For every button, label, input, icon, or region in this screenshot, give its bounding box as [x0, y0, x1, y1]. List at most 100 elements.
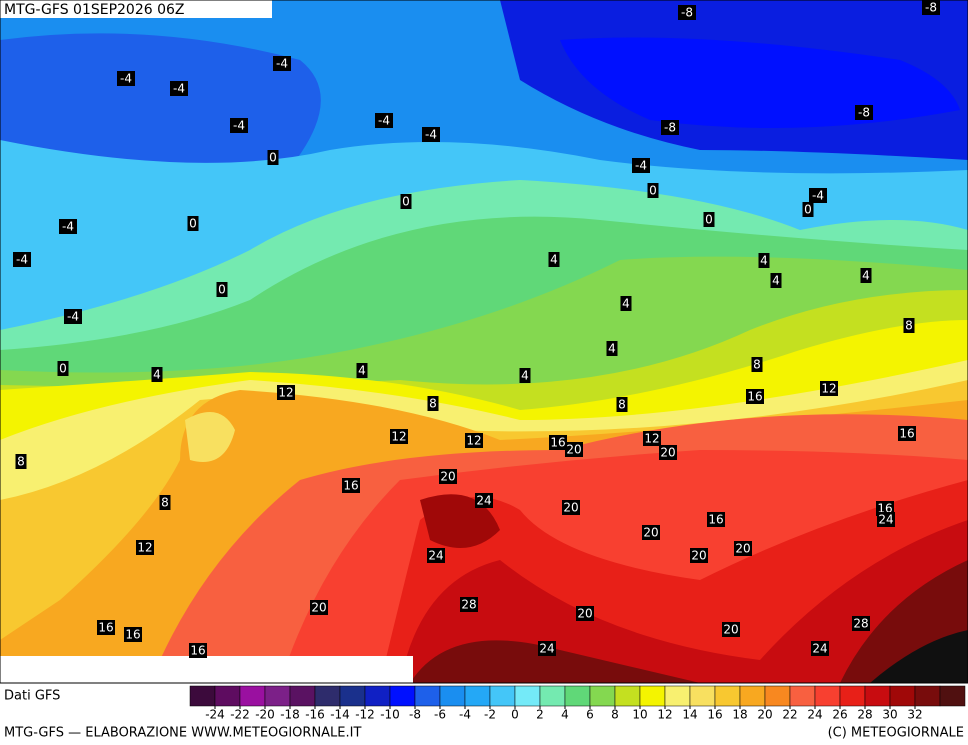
- contour-label-box: [136, 540, 154, 555]
- contour-label-box: [159, 495, 171, 510]
- contour-label: 12: [466, 434, 481, 448]
- color-box: [389, 685, 416, 707]
- tick-label: -14: [330, 708, 350, 722]
- contour-label-box: [273, 56, 291, 71]
- contour-label: 20: [563, 501, 578, 515]
- contour-label: 24: [539, 642, 554, 656]
- tick-label: -6: [434, 708, 446, 722]
- color-box: [564, 685, 591, 707]
- contour-label: -8: [925, 1, 937, 15]
- contour-label: 4: [760, 254, 768, 268]
- tick-label: 4: [561, 708, 569, 722]
- tick-label: -16: [305, 708, 325, 722]
- color-box: [714, 685, 741, 707]
- contour-label: 20: [691, 549, 706, 563]
- contour-label-box: [64, 309, 82, 324]
- contour-label: 24: [812, 642, 827, 656]
- contour-label-box: [820, 381, 838, 396]
- color-box: [514, 685, 541, 707]
- contour-label: 12: [278, 386, 293, 400]
- contour-label-box: [230, 118, 248, 133]
- contour-label-box: [151, 367, 163, 382]
- contour-label: 20: [577, 607, 592, 621]
- contour-label: -4: [378, 114, 390, 128]
- contour-label-box: [465, 433, 483, 448]
- contour-label-box: [59, 219, 77, 234]
- contour-label-box: [746, 389, 764, 404]
- contour-label-box: [707, 512, 725, 527]
- color-box: [439, 685, 466, 707]
- color-box: [639, 685, 666, 707]
- contour-label-box: [562, 500, 580, 515]
- colorbar: -24 -22 -20 -18 -16 -14 -12 -10 -8 -6 -4 -2 0 2 4 6 8 10 1…: [189, 685, 966, 722]
- contour-label: 28: [853, 617, 868, 631]
- color-box: [589, 685, 616, 707]
- contour-label: 12: [137, 541, 152, 555]
- contour-label: 24: [428, 549, 443, 563]
- contour-label-box: [922, 0, 940, 15]
- contour-label: -4: [425, 128, 437, 142]
- contour-label: 0: [218, 283, 226, 297]
- contour-label-box: [643, 431, 661, 446]
- contour-label: 20: [723, 623, 738, 637]
- contour-label: -4: [62, 220, 74, 234]
- color-box: [189, 685, 216, 707]
- color-box: [339, 685, 366, 707]
- contour-label-box: [734, 541, 752, 556]
- contour-label-box: [189, 643, 207, 658]
- contour-label: -4: [276, 57, 288, 71]
- contour-label: 20: [643, 526, 658, 540]
- contour-label-box: [642, 525, 660, 540]
- color-box: [614, 685, 641, 707]
- color-box: [539, 685, 566, 707]
- contour-label: 12: [821, 382, 836, 396]
- contour-label: 16: [98, 621, 113, 635]
- contour-label-box: [57, 361, 69, 376]
- color-box: [239, 685, 266, 707]
- contour-label-box: [877, 512, 895, 527]
- contour-label-box: [678, 5, 696, 20]
- contour-label-box: [310, 600, 328, 615]
- contour-label: 20: [735, 542, 750, 556]
- contour-label-box: [519, 368, 531, 383]
- tick-label: -8: [409, 708, 421, 722]
- tick-label: 0: [511, 708, 519, 722]
- contour-label-box: [538, 641, 556, 656]
- contour-label: 4: [550, 253, 558, 267]
- contour-label: -4: [635, 159, 647, 173]
- contour-label: 0: [59, 362, 67, 376]
- color-box: [739, 685, 766, 707]
- contour-label-box: [187, 216, 199, 231]
- color-box: [864, 685, 891, 707]
- contour-label-box: [356, 363, 368, 378]
- contour-label: -4: [173, 82, 185, 96]
- tick-label: 18: [732, 708, 747, 722]
- contour-label: 28: [461, 598, 476, 612]
- contour-label-box: [427, 548, 445, 563]
- color-box: [889, 685, 916, 707]
- tick-label: 26: [832, 708, 847, 722]
- contour-label-box: [15, 454, 27, 469]
- tick-label: 28: [857, 708, 872, 722]
- tick-label: 10: [632, 708, 647, 722]
- color-box: [764, 685, 791, 707]
- color-box: [939, 685, 966, 707]
- contour-label-box: [422, 127, 440, 142]
- contour-label-box: [13, 252, 31, 267]
- contour-label-box: [903, 318, 915, 333]
- contour-label-box: [659, 445, 677, 460]
- contour-label: 8: [753, 358, 761, 372]
- color-box: [814, 685, 841, 707]
- map: [0, 0, 968, 684]
- contour-label: 4: [521, 369, 529, 383]
- contour-label-box: [97, 620, 115, 635]
- contour-label-box: [690, 548, 708, 563]
- color-box: [289, 685, 316, 707]
- contour-label-box: [722, 622, 740, 637]
- contour-label-box: [565, 442, 583, 457]
- contour-label: 12: [644, 432, 659, 446]
- contour-label-box: [770, 273, 782, 288]
- contour-label: 20: [566, 443, 581, 457]
- legend-title: Dati GFS: [4, 689, 60, 704]
- map-title: MTG-GFS 01SEP2026 06Z: [4, 2, 185, 18]
